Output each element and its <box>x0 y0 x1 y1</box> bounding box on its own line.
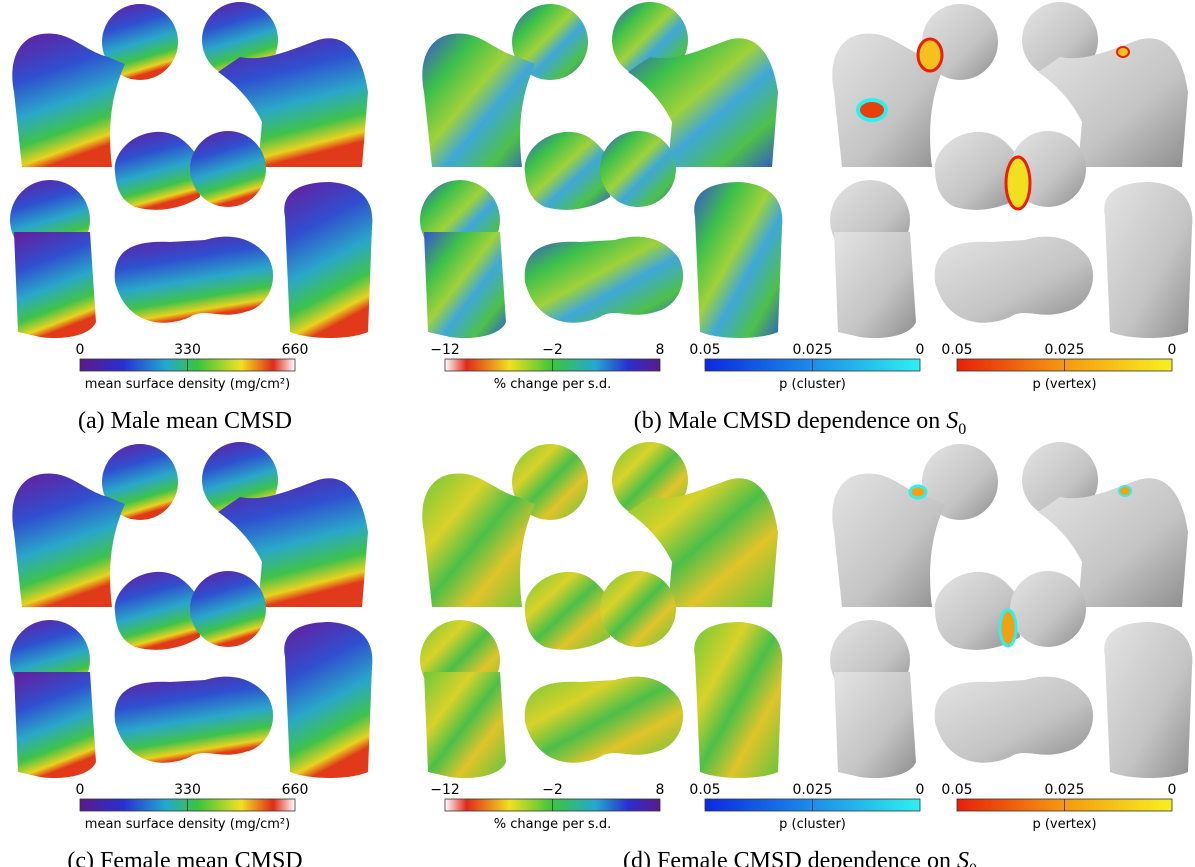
caption: (a) Male mean CMSD <box>78 408 292 434</box>
colorbar-title: % change per s.d. <box>494 377 611 392</box>
caption-symbol: S <box>957 848 969 867</box>
colorbar-tick-label: −12 <box>430 782 460 798</box>
caption-label: (c) <box>67 848 94 867</box>
caption-text: Female CMSD dependence on <box>657 848 951 867</box>
femur-mean-female <box>10 442 372 778</box>
colorbar-tick-label: 0.025 <box>1044 342 1084 358</box>
colorbar-tick-label: 0 <box>1168 782 1177 798</box>
colorbar-title: p (cluster) <box>779 377 846 392</box>
colorbar-title: p (vertex) <box>1032 817 1096 832</box>
caption-subscript: 0 <box>969 861 977 867</box>
colorbar-tick-label: 330 <box>174 342 201 358</box>
caption-subscript: 0 <box>958 421 966 438</box>
caption-symbol: S <box>946 408 958 434</box>
caption: (b) Male CMSD dependence on S0 <box>634 408 967 438</box>
colorbar-tick-label: 0 <box>76 342 85 358</box>
colorbar-tick-label: −2 <box>542 342 563 358</box>
colorbar-tick-label: −12 <box>430 342 460 358</box>
colorbar-tick-label: 0.05 <box>689 342 720 358</box>
caption-text: Male CMSD dependence on <box>668 408 941 434</box>
colorbar-tick-label: 0 <box>916 342 925 358</box>
caption-label: (a) <box>78 408 105 434</box>
colorbar-tick-label: 0.025 <box>1044 782 1084 798</box>
colorbar-tick-label: −2 <box>542 782 563 798</box>
colorbar-tick-label: 0 <box>1168 342 1177 358</box>
colorbar-tick-label: 0.05 <box>941 342 972 358</box>
colorbar-title: mean surface density (mg/cm²) <box>85 377 290 392</box>
colorbar-title: mean surface density (mg/cm²) <box>85 817 290 832</box>
colorbar-tick-label: 0.05 <box>689 782 720 798</box>
caption: (c) Female mean CMSD <box>67 848 302 867</box>
colorbar-tick-label: 330 <box>174 782 201 798</box>
femur-change-male <box>420 2 782 338</box>
colorbar-tick-label: 0.025 <box>792 342 832 358</box>
caption-label: (d) <box>623 848 651 867</box>
colorbar-tick-label: 0 <box>916 782 925 798</box>
colorbar-tick-label: 660 <box>282 782 309 798</box>
caption-text: Male mean CMSD <box>111 408 292 434</box>
colorbar-tick-label: 8 <box>656 782 665 798</box>
caption-text: Female mean CMSD <box>100 848 303 867</box>
colorbar-tick-label: 660 <box>282 342 309 358</box>
colorbar-tick-label: 0 <box>76 782 85 798</box>
colorbar-tick-label: 0.025 <box>792 782 832 798</box>
colorbar-title: p (cluster) <box>779 817 846 832</box>
colorbar-title: % change per s.d. <box>494 817 611 832</box>
femur-mean-male <box>10 2 372 338</box>
colorbar-tick-label: 8 <box>656 342 665 358</box>
colorbar-tick-label: 0.05 <box>941 782 972 798</box>
femur-change-female <box>420 442 782 778</box>
caption-label: (b) <box>634 408 662 434</box>
caption: (d) Female CMSD dependence on S0 <box>623 848 977 867</box>
figure: 0 330 660 mean surface density (mg/cm²) (a) … <box>0 0 1195 867</box>
colorbar-title: p (vertex) <box>1032 377 1096 392</box>
